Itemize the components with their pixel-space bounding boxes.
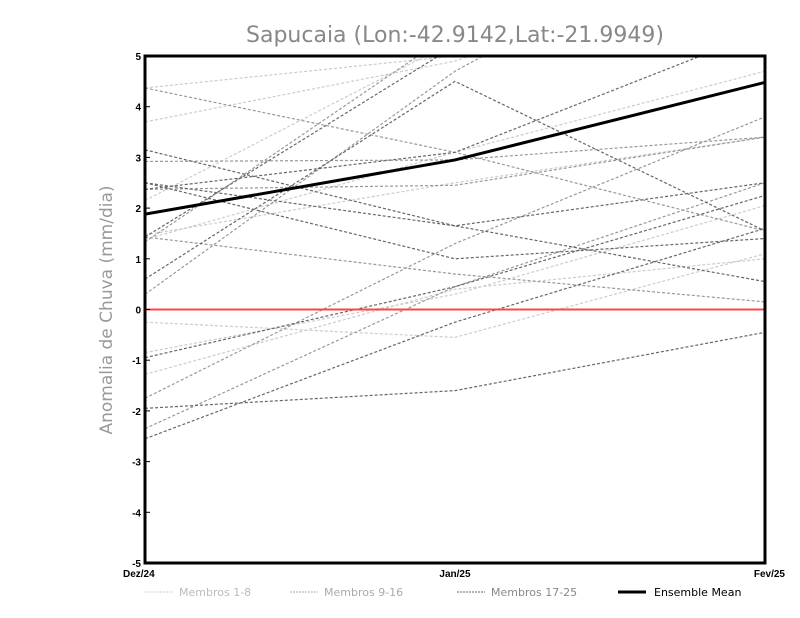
x-tick-label: Jan/25: [439, 569, 471, 580]
chart-title: Sapucaia (Lon:-42.9142,Lat:-21.9949): [246, 23, 664, 48]
member-line-11: [145, 236, 765, 303]
member-line-10: [145, 136, 765, 163]
member-line-25: [145, 182, 765, 227]
legend-label: Membros 17-25: [491, 586, 577, 599]
x-tick-label: Fev/25: [754, 569, 786, 580]
y-tick-label: 0: [135, 306, 141, 317]
member-line-3: [145, 56, 427, 202]
legend-label: Membros 1-8: [179, 586, 251, 599]
member-line-6: [145, 204, 765, 354]
member-line-17: [145, 149, 765, 283]
member-line-22: [145, 227, 765, 440]
y-tick-label: -5: [132, 559, 141, 570]
member-line-15: [145, 182, 765, 430]
y-axis-label: Anomalia de Chuva (mm/dia): [97, 185, 117, 434]
y-tick-label: -2: [132, 407, 141, 418]
member-line-13: [145, 56, 485, 295]
legend-label: Membros 9-16: [324, 586, 403, 599]
member-line-7: [145, 258, 765, 375]
member-line-5: [145, 253, 765, 338]
y-tick-label: -4: [132, 508, 141, 519]
y-tick-label: -3: [132, 458, 141, 469]
x-tick-label: Dez/24: [123, 569, 155, 580]
y-tick-label: -1: [132, 356, 141, 367]
y-tick-label: 1: [135, 255, 141, 266]
member-line-14: [145, 116, 765, 399]
member-line-21: [145, 331, 765, 409]
ensemble-mean-line: [145, 80, 765, 216]
member-line-24: [145, 56, 440, 238]
legend-label: Ensemble Mean: [654, 586, 741, 599]
y-tick-label: 2: [135, 204, 141, 215]
member-line-16: [145, 136, 765, 190]
y-tick-label: 3: [135, 153, 141, 164]
member-line-20: [145, 194, 765, 359]
member-line-12: [145, 56, 419, 243]
y-tick-label: 5: [135, 52, 141, 63]
member-line-23: [145, 56, 703, 190]
y-tick-label: 4: [135, 103, 141, 114]
member-line-2: [145, 56, 472, 123]
member-line-18: [145, 182, 765, 260]
member-line-19: [145, 80, 765, 280]
